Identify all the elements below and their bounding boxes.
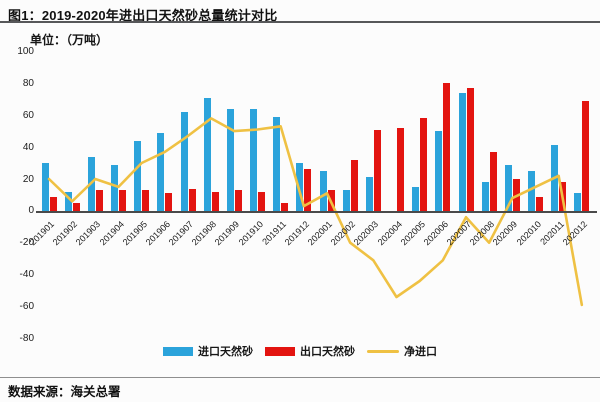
y-tick-label: 20 [22, 173, 34, 185]
import-bar [342, 190, 350, 213]
title-divider [0, 21, 600, 23]
export-bar [350, 159, 358, 213]
import-bar [157, 132, 165, 213]
plot-area [40, 53, 596, 340]
export-bar [489, 151, 497, 213]
import-bar [481, 182, 489, 213]
export-bar [119, 190, 126, 213]
net-line-swatch-icon [367, 349, 399, 353]
export-bar [373, 129, 381, 213]
import-bar [41, 163, 49, 213]
y-tick-label: -60 [19, 301, 34, 313]
import-bar [412, 186, 420, 213]
net-import-line [47, 117, 584, 307]
legend-item-import: 进口天然砂 [163, 343, 253, 359]
import-bar [64, 191, 72, 213]
export-bar [49, 196, 57, 213]
import-bar [273, 116, 281, 213]
export-bar [536, 196, 543, 213]
unit-label: 单位：（万吨） [30, 33, 109, 47]
import-bar [319, 170, 327, 213]
legend-export-label: 出口天然砂 [300, 346, 355, 358]
y-tick-label: -80 [19, 333, 34, 344]
export-bar [420, 118, 428, 213]
y-tick-label: 60 [22, 109, 34, 121]
export-bar [466, 88, 474, 213]
export-bar [304, 169, 312, 213]
export-bar [142, 190, 150, 213]
export-bar [72, 202, 80, 213]
legend: 进口天然砂 出口天然砂 净进口 [0, 343, 600, 359]
chart-title: 图1：2019-2020年进出口天然砂总量统计对比 [8, 8, 278, 23]
y-tick-label: 40 [22, 141, 34, 153]
export-bar [234, 190, 242, 213]
export-bar [188, 188, 196, 213]
legend-item-export: 出口天然砂 [265, 343, 355, 359]
legend-import-label: 进口天然砂 [198, 346, 253, 358]
import-bar [574, 193, 582, 213]
import-bar [203, 97, 211, 213]
import-swatch-icon [163, 346, 193, 356]
import-bar [528, 170, 535, 213]
export-swatch-icon [265, 346, 295, 356]
import-bar [504, 164, 512, 213]
y-tick-label: -40 [19, 269, 34, 281]
footer-divider [0, 377, 600, 378]
legend-item-net: 净进口 [367, 343, 437, 359]
import-bar [458, 92, 466, 213]
import-bar [111, 164, 118, 213]
import-bar [250, 108, 257, 213]
import-bar [435, 131, 443, 213]
y-tick-label: 100 [17, 46, 34, 57]
export-bar [582, 100, 590, 213]
data-source: 数据来源：海关总署 [8, 385, 121, 399]
x-axis-line [36, 211, 597, 213]
export-bar [443, 83, 451, 213]
y-tick-label: -20 [19, 237, 34, 249]
export-bar [95, 190, 103, 213]
import-bar [180, 111, 188, 213]
import-bar [365, 177, 373, 213]
import-bar [226, 108, 234, 213]
export-bar [211, 191, 219, 213]
export-bar [281, 202, 289, 213]
y-tick-label: 0 [28, 205, 34, 217]
y-tick-label: 80 [22, 77, 34, 89]
export-bar [397, 127, 404, 213]
import-bar [134, 140, 142, 213]
legend-net-label: 净进口 [404, 346, 437, 358]
export-bar [165, 193, 173, 213]
export-bar [258, 191, 265, 213]
